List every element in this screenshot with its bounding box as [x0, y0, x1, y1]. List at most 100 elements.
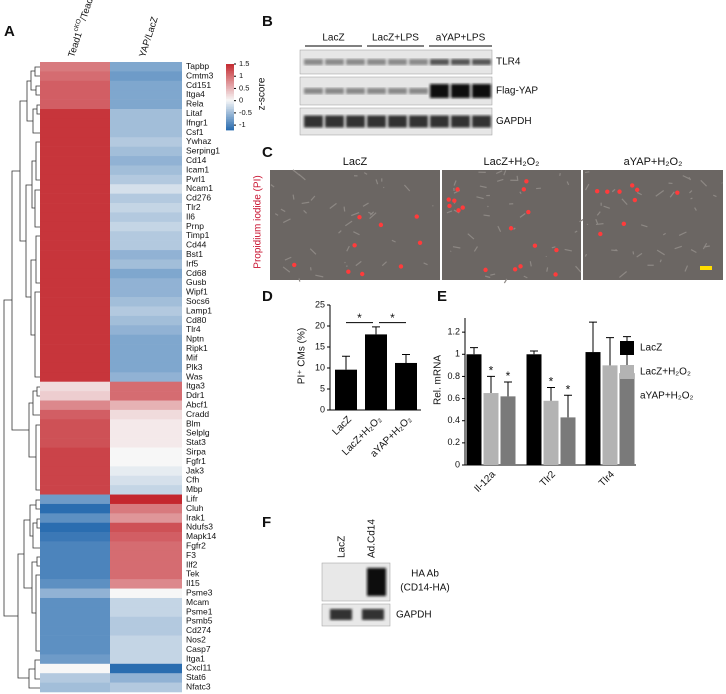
heatmap-cell: [40, 362, 110, 373]
heatmap-cell: [40, 522, 110, 533]
row-label: Cd80: [186, 315, 207, 325]
heatmap-cell: [40, 259, 110, 270]
heatmap-cell: [40, 494, 110, 505]
colorbar-segment: [226, 73, 234, 76]
heatmap-cell: [40, 588, 110, 599]
colorbar-segment: [226, 77, 234, 80]
bar: [543, 400, 559, 465]
heatmap-cell: [110, 456, 182, 467]
heatmap-cell: [40, 532, 110, 542]
row-label: Serping1: [186, 146, 220, 156]
y-tick-label: 1.2: [447, 327, 460, 337]
colorbar-segment: [226, 82, 234, 85]
cell-texture: [446, 210, 453, 214]
error-bar: [342, 355, 350, 370]
heatmap-cell: [40, 118, 110, 129]
error-bar: [487, 375, 495, 394]
pi-nucleus: [352, 243, 357, 248]
row-label: Tapbp: [186, 61, 209, 71]
heatmap-cell: [110, 466, 182, 477]
row-label: Plk3: [186, 362, 203, 372]
bar: [560, 417, 576, 465]
y-tick-label: 25: [315, 299, 325, 309]
y-tick-label: 0: [455, 459, 460, 469]
heatmap-cell: [40, 447, 110, 458]
heatmap-cell: [110, 381, 182, 392]
blot-band: [367, 88, 386, 94]
heatmap-cell: [40, 541, 110, 552]
cell-texture: [381, 261, 387, 267]
cell-texture: [362, 202, 369, 207]
lane-label: Ad.Cd14: [367, 519, 378, 558]
row-label: Cd274: [186, 625, 211, 635]
heatmap-cell: [110, 579, 182, 589]
heatmap-cell: [110, 212, 182, 223]
significance-label: *: [566, 382, 571, 396]
blot-band: [430, 59, 449, 65]
cell-texture: [301, 201, 310, 205]
cell-texture: [298, 173, 306, 181]
colorbar-segment: [226, 113, 234, 116]
colorbar-segment: [226, 126, 234, 129]
blot-band: [388, 59, 407, 65]
heatmap-cell: [40, 485, 110, 495]
panel-label: B: [262, 13, 273, 30]
column-label-part: Tead1: [66, 31, 84, 59]
cell-texture: [614, 248, 617, 252]
heatmap-cell: [40, 673, 110, 683]
cell-texture: [682, 175, 691, 180]
cell-texture: [584, 171, 590, 174]
heatmap-cell: [40, 306, 110, 317]
cell-texture: [564, 248, 572, 252]
heatmap-cell: [40, 597, 110, 608]
colorbar-segment: [226, 100, 234, 103]
micrograph: [583, 170, 723, 280]
pi-nucleus: [521, 187, 527, 192]
bar: [585, 352, 601, 465]
pi-nucleus: [460, 205, 465, 210]
row-label: Litaf: [186, 108, 203, 118]
band-label: (CD14-HA): [400, 583, 449, 594]
row-label: Stat6: [186, 672, 206, 682]
pi-nucleus: [346, 269, 351, 274]
heatmap-cell: [110, 391, 182, 401]
heatmap-cell: [110, 80, 182, 91]
band-label: Flag-YAP: [496, 86, 538, 97]
pi-nucleus: [524, 179, 529, 184]
row-label: Blm: [186, 418, 201, 428]
cell-texture: [516, 175, 519, 180]
cell-texture: [702, 242, 708, 250]
heatmap-cell: [40, 221, 110, 232]
heatmap-cell: [110, 268, 182, 279]
cell-texture: [453, 180, 457, 186]
x-tick-label: Tlr2: [538, 469, 558, 489]
pi-nucleus: [512, 267, 518, 272]
cell-texture: [519, 191, 522, 195]
cell-texture: [487, 205, 489, 208]
column-label-part: cKO: [73, 18, 84, 32]
row-label: Abcf1: [186, 399, 208, 409]
cell-texture: [566, 181, 570, 186]
row-label: Tek: [186, 569, 200, 579]
colorbar-segment: [226, 80, 234, 83]
heatmap-cell: [40, 635, 110, 646]
row-label: Pvrl1: [186, 174, 206, 184]
heatmap-cell: [40, 174, 110, 185]
row-label: Il15: [186, 578, 200, 588]
cell-texture: [315, 274, 324, 278]
heatmap-cell: [40, 513, 110, 524]
cell-texture: [344, 261, 346, 264]
heatmap-cell: [40, 297, 110, 307]
cell-texture: [479, 185, 487, 189]
band-label: GAPDH: [496, 116, 532, 127]
cell-texture: [343, 206, 346, 212]
pi-nucleus: [621, 221, 627, 227]
colorbar-tick-label: -1: [239, 120, 246, 129]
column-label-part: YAP/LacZ: [137, 15, 161, 59]
error-bar: [504, 381, 512, 397]
row-label: Ifngr1: [186, 117, 208, 127]
cell-texture: [656, 249, 665, 256]
heatmap-cell: [110, 616, 182, 627]
colorbar-segment: [226, 92, 234, 95]
